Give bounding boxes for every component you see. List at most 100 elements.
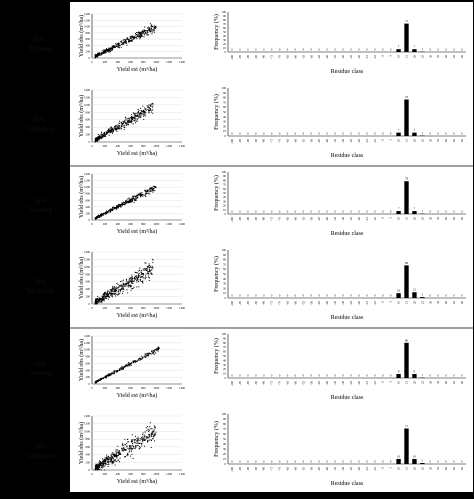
- x-tick-label: 20: [412, 467, 416, 471]
- scatter-point: [120, 458, 121, 459]
- bar: [404, 100, 408, 136]
- scatter-point: [139, 443, 140, 444]
- row-label: Training: [28, 369, 52, 377]
- scatter-point: [150, 105, 151, 106]
- y-tick-label: 20: [223, 452, 227, 456]
- x-tick-label: -100: [230, 139, 234, 145]
- scatter-point: [118, 127, 119, 128]
- scatter-point: [101, 134, 102, 135]
- x-tick-label: 1000: [153, 222, 160, 226]
- scatter-point: [151, 354, 152, 355]
- row-label: 50%: [34, 278, 47, 286]
- x-tick-label: -85: [254, 217, 258, 221]
- scatter-xlabel: Yield est (m³/ha): [117, 312, 157, 319]
- scatter-point: [152, 352, 153, 353]
- scatter-point: [103, 463, 104, 464]
- scatter-point: [136, 282, 137, 283]
- scatter-point: [131, 285, 132, 286]
- x-tick-label: 400: [115, 386, 120, 390]
- y-tick-label: 1400: [84, 334, 91, 338]
- x-tick-label: 15: [405, 217, 409, 221]
- scatter-point: [101, 136, 102, 137]
- scatter-point: [124, 39, 125, 40]
- scatter-point: [148, 271, 149, 272]
- x-tick-label: -45: [317, 381, 321, 385]
- x-tick-label: 800: [141, 222, 146, 226]
- x-tick-label: -55: [301, 301, 305, 305]
- scatter-point: [131, 279, 132, 280]
- scatter-point: [138, 286, 139, 287]
- scatter-point: [116, 453, 117, 454]
- scatter-point: [132, 448, 133, 449]
- x-tick-label: 50: [460, 139, 464, 143]
- x-tick-label: 35: [436, 139, 440, 143]
- scatter-point: [142, 106, 143, 107]
- scatter-point: [131, 119, 132, 120]
- scatter-xlabel: Yield est (m³/ha): [117, 228, 157, 235]
- scatter-point: [123, 122, 124, 123]
- x-tick-label: 15: [405, 467, 409, 471]
- x-tick-label: 40: [444, 55, 448, 59]
- scatter-point: [118, 294, 119, 295]
- scatter-point: [140, 280, 141, 281]
- scatter-point: [146, 192, 147, 193]
- scatter-point: [145, 115, 146, 116]
- bar: [412, 459, 416, 464]
- scatter-point: [141, 111, 142, 112]
- scatter-point: [105, 465, 106, 466]
- x-tick-label: -85: [254, 301, 258, 305]
- scatter-point: [139, 273, 140, 274]
- scatter-point: [148, 193, 149, 194]
- scatter-point: [154, 427, 155, 428]
- scatter-point: [129, 446, 130, 447]
- scatter-point: [123, 123, 124, 124]
- scatter-point: [148, 112, 149, 113]
- scatter-point: [142, 282, 143, 283]
- scatter-point: [132, 41, 133, 42]
- x-tick-label: 10: [397, 467, 401, 471]
- scatter-point: [140, 440, 141, 441]
- scatter-point: [105, 462, 106, 463]
- x-tick-label: 600: [128, 306, 133, 310]
- y-tick-label: 80: [223, 96, 227, 100]
- y-tick-label: 10: [223, 457, 227, 461]
- scatter-point: [96, 470, 97, 471]
- bar-data-label: 68: [405, 261, 409, 265]
- x-tick-label: -60: [293, 139, 297, 143]
- scatter-point: [117, 43, 118, 44]
- scatter-point: [102, 462, 103, 463]
- y-tick-label: 200: [86, 375, 91, 379]
- scatter-point: [122, 285, 123, 286]
- scatter-point: [129, 285, 130, 286]
- x-tick-label: -95: [238, 55, 242, 59]
- scatter-point: [122, 450, 123, 451]
- y-tick-label: 70: [223, 183, 227, 187]
- scatter-point: [121, 122, 122, 123]
- scatter-point: [137, 437, 138, 438]
- scatter-point: [147, 426, 148, 427]
- scatter-point: [130, 363, 131, 364]
- scatter-point: [98, 379, 99, 380]
- x-tick-label: -60: [293, 55, 297, 59]
- scatter-point: [113, 130, 114, 131]
- scatter-point: [110, 128, 111, 129]
- scatter-point: [97, 139, 98, 140]
- scatter-point: [132, 439, 133, 440]
- scatter-point: [130, 281, 131, 282]
- scatter-point: [140, 195, 141, 196]
- scatter-point: [149, 110, 150, 111]
- scatter-point: [115, 459, 116, 460]
- x-tick-label: -75: [270, 301, 274, 305]
- x-tick-label: 10: [397, 139, 401, 143]
- scatter-point: [142, 282, 143, 283]
- x-tick-label: -35: [333, 467, 337, 471]
- scatter-point: [110, 51, 111, 52]
- scatter-point: [124, 449, 125, 450]
- scatter-point: [135, 115, 136, 116]
- scatter-point: [144, 356, 145, 357]
- bar-ylabel: Frequency (%): [213, 94, 220, 130]
- scatter-point: [128, 198, 129, 199]
- scatter-point: [96, 299, 97, 300]
- x-tick-label: 20: [412, 55, 416, 59]
- scatter-point: [112, 289, 113, 290]
